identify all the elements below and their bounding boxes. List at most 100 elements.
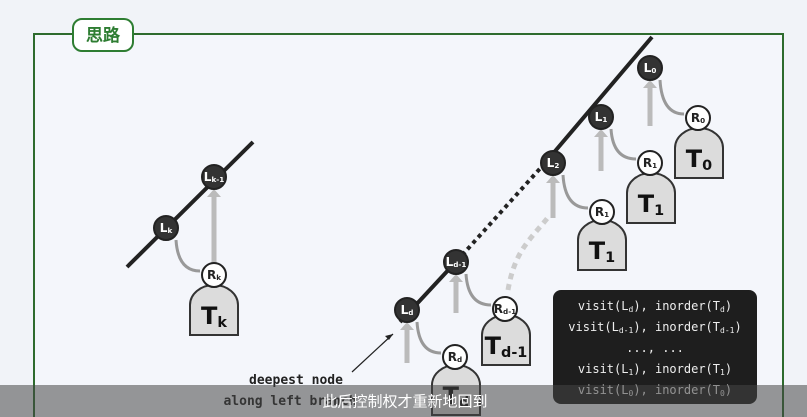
code-line: visit(L1), inorder(T1) (578, 362, 732, 377)
label-sub: d-1 (453, 260, 466, 269)
node (201, 262, 227, 288)
node (153, 215, 179, 241)
node-label: Rd-1 (494, 302, 516, 317)
code-sub: d-1 (619, 326, 634, 335)
annotation: deepest node (249, 373, 343, 388)
code-box (553, 290, 757, 404)
branch (543, 35, 654, 165)
label-sub: k (216, 273, 221, 282)
label-sub: k-1 (211, 175, 224, 184)
label-sub: 0 (700, 116, 705, 125)
arrow-head (594, 129, 608, 137)
code-text: visit(L (568, 320, 619, 334)
arrow-head (449, 274, 463, 282)
arrow (609, 128, 637, 161)
label-sub: d (408, 308, 413, 317)
code-sub: d-1 (720, 326, 735, 335)
subtitle: 此后控制权才重新地回到 (322, 393, 487, 411)
label-base: R (207, 268, 216, 282)
arrow (174, 239, 201, 273)
label-sub: 2 (554, 161, 559, 170)
label-sub: k (217, 315, 227, 331)
code-text: ) (734, 320, 741, 334)
label-base: T (638, 190, 655, 218)
label-sub: d-1 (503, 307, 516, 316)
label-base: R (643, 156, 652, 170)
node-label: Tk (201, 302, 227, 331)
label-base: R (494, 302, 503, 316)
pointer-head (385, 334, 393, 340)
pointer (351, 333, 394, 373)
arrow (658, 79, 685, 116)
node-label: T1 (638, 190, 664, 219)
label-sub: 1 (605, 250, 615, 266)
node-label: T0 (686, 145, 712, 174)
node-label: L1 (595, 110, 608, 125)
node (443, 249, 469, 275)
node (588, 104, 614, 130)
label-base: T (201, 302, 218, 330)
node-label: Ld-1 (446, 255, 467, 270)
branch-dotted (463, 161, 547, 254)
node (685, 105, 711, 131)
node (492, 296, 518, 322)
code-text: ..., ... (626, 341, 684, 355)
code-text: ) (725, 362, 732, 376)
code-sub: 1 (628, 368, 633, 377)
label-base: R (691, 111, 700, 125)
label-base: L (160, 221, 168, 235)
code-line: ..., ... (626, 341, 684, 355)
label-base: R (448, 350, 457, 364)
node-label: Lk (160, 221, 173, 236)
node (589, 199, 615, 225)
code-text: ) (725, 299, 732, 313)
label-sub: 0 (651, 66, 656, 75)
dashed-arrow (505, 213, 552, 291)
label-sub: k (167, 226, 172, 235)
node-label: R0 (691, 111, 705, 126)
caption-bar (0, 385, 807, 417)
node-label: R1 (643, 156, 657, 171)
label-sub: 1 (654, 203, 664, 219)
label-base: L (547, 156, 555, 170)
arrow-head (643, 80, 657, 88)
label-sub: d (457, 355, 462, 364)
code-sub: d (720, 305, 725, 314)
node-label: Lk-1 (204, 170, 224, 185)
arrow (415, 321, 442, 355)
node (637, 150, 663, 176)
branch (125, 140, 255, 269)
arrow (464, 273, 492, 307)
title: 思路 (86, 25, 121, 46)
label-sub: 1 (652, 161, 657, 170)
node-label: Rk (207, 268, 221, 283)
node-label: L2 (547, 156, 560, 171)
code-sub: 1 (720, 368, 725, 377)
code-text: visit(L (578, 362, 629, 376)
label-sub: d-1 (501, 345, 527, 361)
node (201, 164, 227, 190)
label-sub: 1 (604, 210, 609, 219)
node-label: L0 (644, 61, 657, 76)
arrow (561, 174, 589, 210)
arrow-head (207, 189, 221, 197)
label-base: T (686, 145, 703, 173)
node-label: R1 (595, 205, 609, 220)
label-base: L (644, 61, 652, 75)
label-base: L (204, 170, 212, 184)
node-label: Rd (448, 350, 462, 365)
code-line: visit(Ld-1), inorder(Td-1) (568, 320, 741, 335)
label-base: R (595, 205, 604, 219)
arrow-head (546, 175, 560, 183)
node (540, 150, 566, 176)
node (442, 344, 468, 370)
label-base: L (595, 110, 603, 124)
label-base: L (401, 303, 409, 317)
node (637, 55, 663, 81)
node-label: T1 (589, 237, 615, 266)
node (394, 297, 420, 323)
code-text: visit(L (578, 299, 629, 313)
label-sub: 0 (702, 158, 712, 174)
node-label: Td-1 (485, 332, 528, 361)
